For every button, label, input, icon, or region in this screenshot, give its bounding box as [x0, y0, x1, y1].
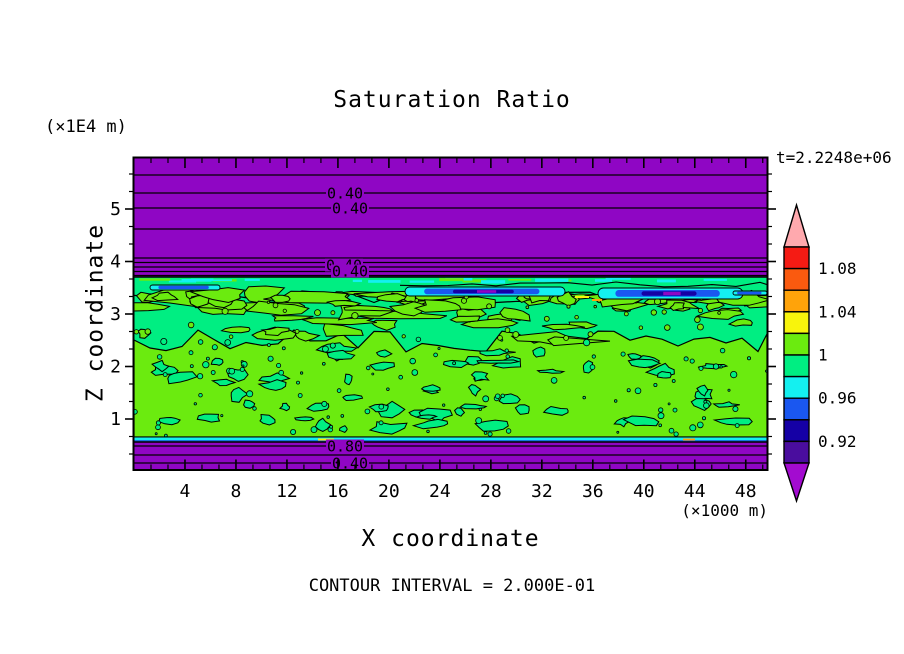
x-tick-label: 32	[531, 481, 553, 502]
y-axis-unit-label: (×1E4 m)	[45, 117, 127, 137]
x-tick-label: 40	[633, 481, 655, 502]
y-tick-label: 3	[110, 304, 121, 325]
colorbar-segment	[783, 419, 810, 443]
band-contour-lines	[134, 174, 767, 464]
y-axis-title: Z coordinate	[82, 223, 109, 403]
x-tick-label: 48	[735, 481, 757, 502]
colorbar-segment	[783, 311, 810, 335]
x-tick-label: 20	[378, 481, 400, 502]
blue-streaks	[149, 284, 767, 300]
x-tick-label: 12	[276, 481, 298, 502]
contour-label: 0.40	[332, 263, 368, 281]
colorbar-label: 0.92	[818, 432, 857, 451]
contour-field: 0.400.400.400.400.800.40	[134, 158, 767, 473]
colorbar-label: 1.04	[818, 302, 857, 321]
colorbar-label: 0.96	[818, 389, 857, 408]
contour-label: 0.40	[332, 455, 368, 473]
contour-label: 0.40	[327, 185, 363, 203]
colorbar-labels: 1.08 1.04 1 0.96 0.92	[818, 259, 857, 451]
x-tick-labels: 4 8 12 16 20 24 28 32 36 40 44 48	[180, 481, 757, 502]
time-annotation: t=2.2248e+06	[776, 148, 892, 167]
colorbar-segment	[783, 440, 810, 464]
plot-title: Saturation Ratio	[333, 87, 571, 113]
colorbar-bottom-arrow	[783, 462, 810, 504]
x-tick-label: 8	[231, 481, 242, 502]
colorbar-segment	[783, 332, 810, 356]
colorbar-segment	[783, 267, 810, 291]
y-tick-label: 4	[110, 252, 121, 273]
y-tick-label: 1	[110, 409, 121, 430]
x-tick-label: 28	[480, 481, 502, 502]
y-tick-labels: 1 2 3 4 5	[110, 199, 121, 430]
contour-label: 0.80	[327, 438, 363, 456]
contour-labels: 0.400.400.400.400.800.40	[325, 185, 369, 473]
axis-ticks	[125, 157, 776, 470]
y-tick-label: 2	[110, 357, 121, 378]
colorbar-top-arrow	[783, 202, 810, 248]
contour-label: 0.40	[332, 200, 368, 218]
x-tick-label: 4	[180, 481, 191, 502]
colorbar-label: 1.08	[818, 259, 857, 278]
x-tick-label: 16	[327, 481, 349, 502]
colorbar-segment	[783, 289, 810, 313]
x-tick-label: 24	[429, 481, 451, 502]
colorbar	[783, 202, 810, 504]
colorbar-segment	[783, 246, 810, 270]
plot-border	[132, 156, 769, 471]
x-axis-unit-label: (×1000 m)	[681, 501, 768, 520]
speckle-dots	[134, 291, 767, 438]
colorbar-label: 1	[818, 346, 828, 365]
y-tick-label: 5	[110, 199, 121, 220]
colorbar-segment	[783, 375, 810, 399]
colorbar-segment	[783, 354, 810, 378]
x-axis-title: X coordinate	[361, 526, 540, 552]
x-tick-label: 44	[684, 481, 706, 502]
colorbar-segment	[783, 397, 810, 421]
contour-interval-note: CONTOUR INTERVAL = 2.000E-01	[308, 576, 596, 596]
x-tick-label: 36	[582, 481, 604, 502]
